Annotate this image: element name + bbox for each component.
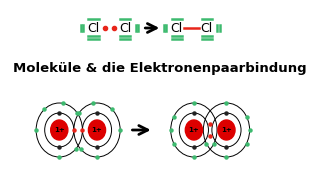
Text: Cl: Cl [201,21,213,35]
Text: Moleküle & die Elektronenpaarbindung: Moleküle & die Elektronenpaarbindung [13,62,307,75]
Text: 1+: 1+ [188,127,199,133]
Text: 1+: 1+ [54,127,65,133]
Text: Cl: Cl [87,21,100,35]
Text: Cl: Cl [119,21,132,35]
Text: 1+: 1+ [221,127,232,133]
Circle shape [185,120,203,140]
Circle shape [88,120,106,140]
Circle shape [51,120,68,140]
Circle shape [218,120,235,140]
Text: 1+: 1+ [92,127,102,133]
Text: Cl: Cl [171,21,183,35]
